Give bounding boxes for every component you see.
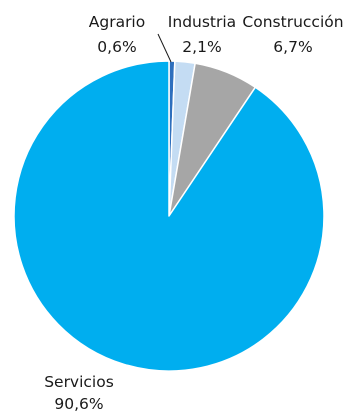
leader-lines xyxy=(157,33,172,63)
label-agrario-name: Agrario xyxy=(89,13,145,31)
pie-slices xyxy=(13,60,325,372)
pie-slice-servicios xyxy=(13,60,325,372)
leader-line-agrario xyxy=(157,33,172,63)
data-labels: Agrario 0,6% Industria 2,1% Construcción… xyxy=(44,13,343,411)
label-construccion-name: Construcción xyxy=(242,13,343,31)
label-industria-value: 2,1% xyxy=(182,38,221,56)
label-agrario-value: 0,6% xyxy=(97,38,136,56)
label-construccion-value: 6,7% xyxy=(273,38,312,56)
label-industria-name: Industria xyxy=(168,13,236,31)
top-strip xyxy=(0,0,350,4)
label-servicios-name: Servicios xyxy=(44,373,114,391)
label-servicios-value: 90,6% xyxy=(54,395,103,411)
